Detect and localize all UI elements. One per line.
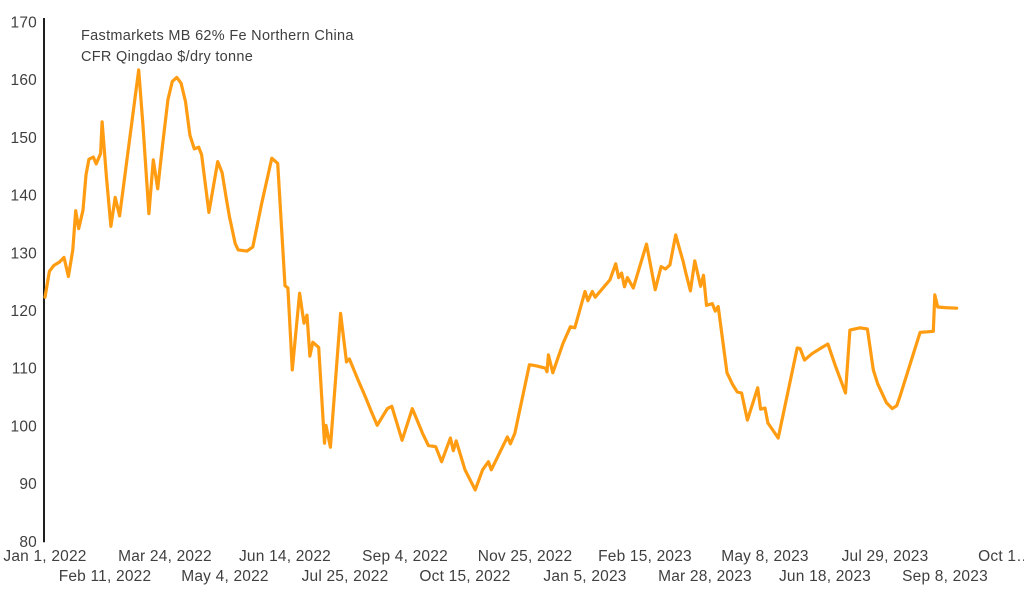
x-axis-label: Oct 1… [978, 548, 1024, 565]
y-axis-label: 90 [19, 476, 37, 493]
y-axis-label: 150 [11, 130, 38, 147]
x-axis-label: Mar 24, 2022 [118, 548, 212, 565]
y-axis-label: 170 [11, 15, 38, 32]
y-axis-label: 130 [11, 245, 38, 262]
x-axis-label: Jun 18, 2023 [779, 568, 871, 585]
x-axis-label: Jun 14, 2022 [239, 548, 331, 565]
x-axis-label: May 8, 2023 [721, 548, 809, 565]
x-axis-label: Jul 25, 2022 [302, 568, 389, 585]
x-axis-label: Sep 4, 2022 [362, 548, 448, 565]
chart-title-line2: CFR Qingdao $/dry tonne [81, 49, 254, 65]
y-axis-label: 110 [12, 361, 37, 378]
y-axis-label: 120 [11, 303, 38, 320]
x-axis-label: Jan 5, 2023 [543, 568, 626, 585]
chart-title-line1: Fastmarkets MB 62% Fe Northern China [81, 28, 354, 44]
x-axis-label: May 4, 2022 [181, 568, 269, 585]
y-axis-label: 100 [11, 418, 38, 435]
x-axis-label: Sep 8, 2023 [902, 568, 988, 585]
chart-title: Fastmarkets MB 62% Fe Northern China CFR… [81, 26, 354, 68]
x-axis-label: Oct 15, 2022 [419, 568, 510, 585]
y-axis-label: 160 [11, 72, 38, 89]
x-axis-label: Jul 29, 2023 [842, 548, 929, 565]
x-axis-label: Feb 15, 2023 [598, 548, 692, 565]
x-axis-label: Feb 11, 2022 [59, 568, 152, 585]
x-axis-label: Jan 1, 2022 [3, 548, 86, 565]
x-axis-label: Mar 28, 2023 [658, 568, 752, 585]
x-axis-label: Nov 25, 2022 [478, 548, 573, 565]
y-axis-label: 80 [19, 534, 37, 551]
y-axis-label: 140 [11, 188, 38, 205]
price-line [43, 68, 959, 492]
